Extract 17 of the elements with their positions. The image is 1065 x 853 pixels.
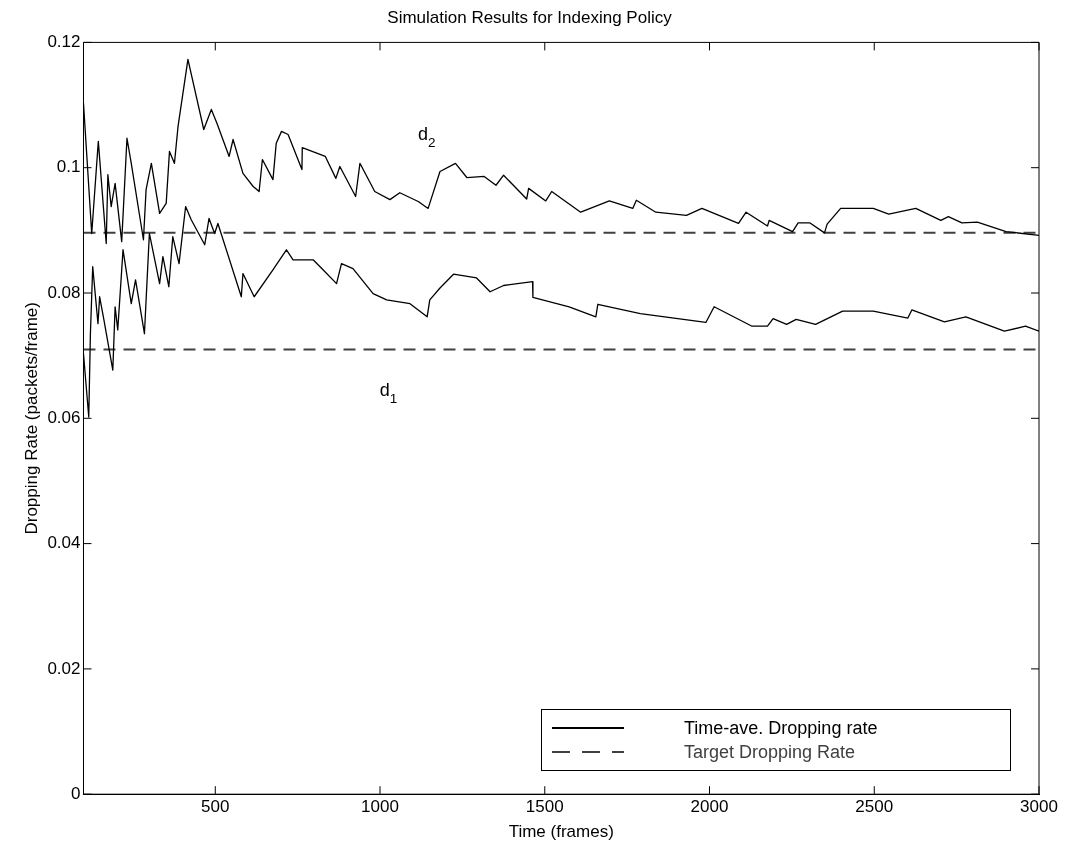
x-tick-label: 3000: [1020, 797, 1058, 817]
x-tick-label: 1500: [525, 797, 564, 817]
x-axis-title: Time (frames): [508, 822, 614, 842]
y-tick-label: 0.12: [47, 32, 81, 52]
y-tick-label: 0.02: [47, 658, 81, 678]
x-tick-label: 2500: [855, 797, 894, 817]
x-tick-label: 500: [201, 797, 230, 817]
chart-title: Simulation Results for Indexing Policy: [387, 7, 673, 27]
y-tick-label: 0.1: [56, 157, 81, 177]
x-tick-label: 2000: [690, 797, 729, 817]
y-tick-label: 0.06: [47, 407, 81, 427]
y-tick-label: 0: [71, 783, 81, 803]
x-tick-label: 1000: [361, 797, 399, 817]
y-tick-label: 0.04: [47, 533, 81, 553]
legend-frame: Time-ave. Dropping rate Target Dropping Rate: [541, 709, 1011, 772]
y-axis-title: Dropping Rate (packets/frame): [21, 302, 41, 535]
y-tick-label: 0.08: [47, 282, 81, 302]
